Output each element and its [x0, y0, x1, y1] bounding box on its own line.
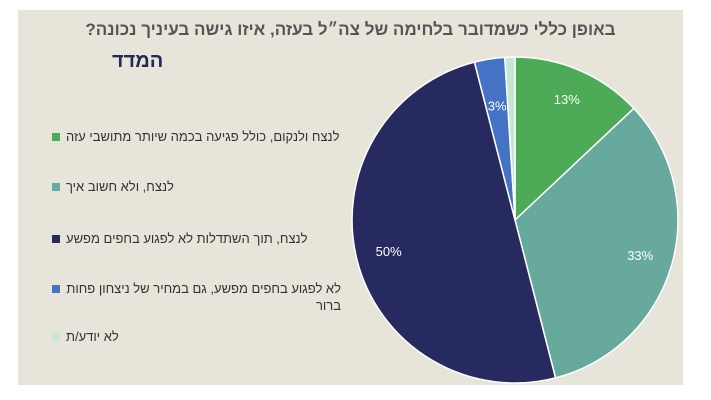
value-label: 33%	[627, 248, 653, 263]
legend-item: לנצח, תוך השתדלות לא לפגוע בחפים מפשע	[52, 230, 308, 247]
value-label: 13%	[554, 92, 580, 107]
pie-slice	[351, 61, 557, 384]
legend-label: לנצח ולנקום, כולל פגיעה בכמה שיותר מתושב…	[66, 129, 340, 144]
legend-item: לא לפגוע בחפים מפשע, גם במחיר של ניצחון …	[52, 280, 341, 314]
pie-slice	[503, 56, 516, 221]
legend-swatch	[52, 333, 60, 341]
legend-label: לנצח, ולא חשוב איך	[66, 179, 174, 194]
pie-slice	[514, 56, 635, 222]
legend-swatch	[52, 285, 60, 293]
legend-label: לנצח, תוך השתדלות לא לפגוע בחפים מפשע	[66, 231, 308, 246]
legend-label: לא לפגוע בחפים מפשע, גם במחיר של ניצחון …	[66, 281, 341, 313]
legend-item: לא יודע/ת	[52, 328, 119, 345]
legend-swatch	[52, 183, 60, 191]
value-label: 50%	[376, 244, 402, 259]
chart-title: באופן כללי כשמדובר בלחימה של צה״ל בעזה, …	[85, 20, 616, 39]
legend-item: לנצח, ולא חשוב איך	[52, 178, 174, 195]
pie-slice	[514, 107, 679, 379]
legend-label: לא יודע/ת	[66, 329, 119, 344]
legend-swatch	[52, 235, 60, 243]
logo: המדד	[112, 50, 164, 72]
legend-item: לנצח ולנקום, כולל פגיעה בכמה שיותר מתושב…	[52, 128, 339, 145]
value-label: 3%	[488, 99, 507, 114]
legend-swatch	[52, 133, 60, 141]
